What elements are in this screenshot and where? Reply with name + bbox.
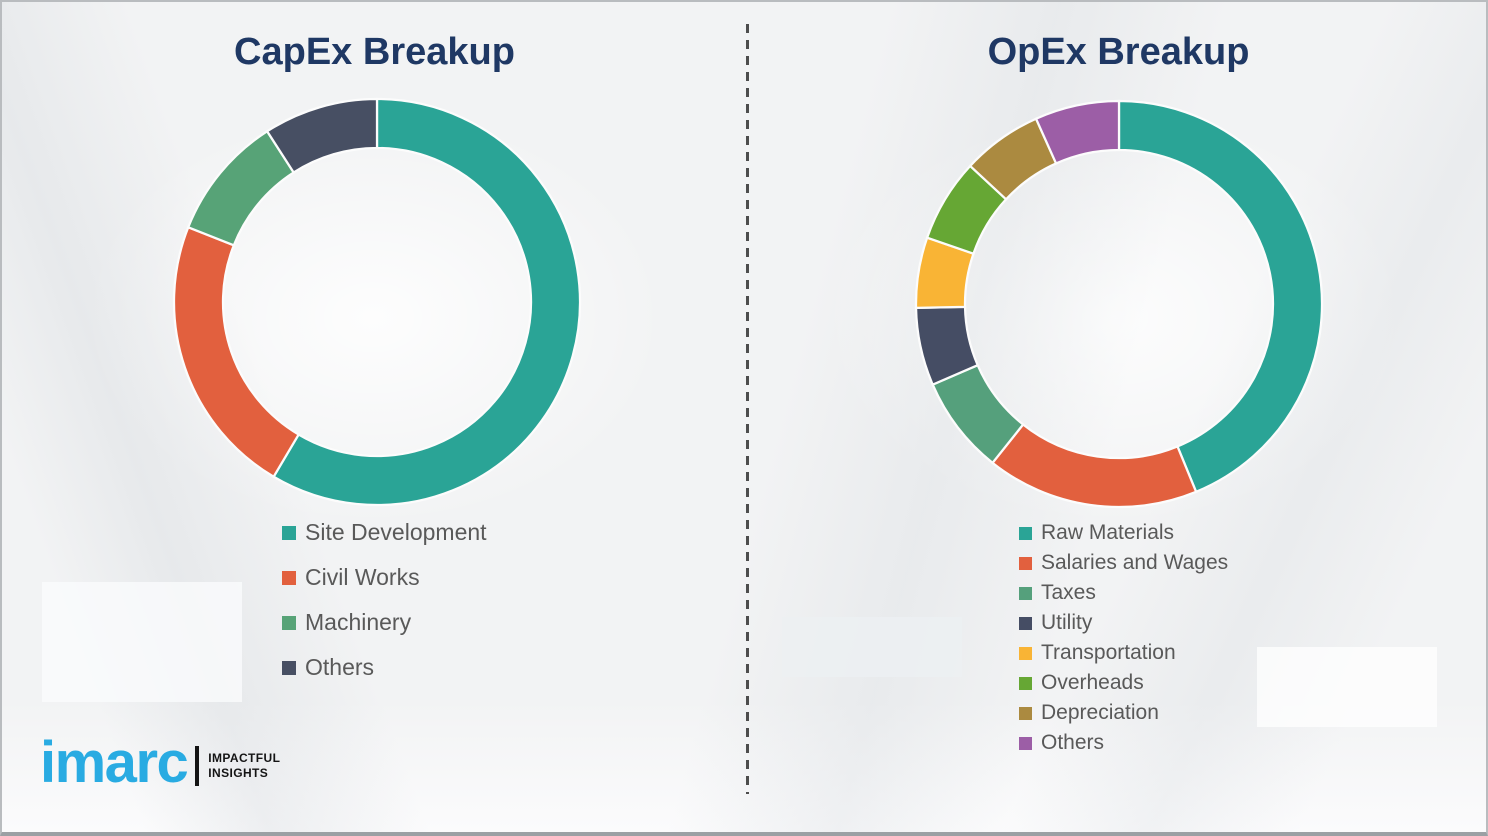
legend-label: Taxes (1041, 581, 1096, 604)
legend-swatch (1019, 706, 1032, 720)
capex-chart-title: CapEx Breakup (234, 31, 515, 73)
donut-segment-salaries-and-wages (990, 422, 1198, 509)
opex-legend: Raw Materials Salaries and Wages Taxes Util… (1019, 518, 1228, 758)
legend-swatch (1019, 676, 1032, 690)
legend-label: Raw Materials (1041, 521, 1175, 544)
legend-swatch (1019, 646, 1032, 660)
opex-chart-title: OpEx Breakup (987, 31, 1250, 73)
background-patch (782, 617, 962, 677)
donut-segment-civil-works (172, 225, 301, 479)
donut-segment-others (265, 97, 379, 175)
legend-item-taxes: Taxes (1019, 578, 1228, 608)
legend-swatch (282, 615, 296, 630)
capex-donut-chart (172, 97, 582, 507)
legend-label: Utility (1041, 611, 1093, 634)
legend-swatch (282, 570, 296, 585)
legend-swatch (1019, 736, 1032, 750)
donut-svg (172, 97, 582, 507)
imarc-logo: imarc IMPACTFUL INSIGHTS (40, 734, 280, 792)
legend-item-overheads: Overheads (1019, 668, 1228, 698)
logo-separator-bar (195, 746, 200, 786)
legend-swatch (1019, 526, 1032, 540)
imarc-tagline: IMPACTFUL INSIGHTS (208, 751, 280, 781)
capex-legend: Site Development Civil Works Machinery Othe… (282, 510, 487, 690)
legend-label: Depreciation (1041, 701, 1159, 724)
legend-label: Civil Works (305, 564, 420, 590)
legend-item-utility: Utility (1019, 608, 1228, 638)
legend-item-transportation: Transportation (1019, 638, 1228, 668)
opex-donut-chart (914, 99, 1324, 509)
donut-segment-raw-materials (1117, 99, 1324, 494)
legend-swatch (1019, 556, 1032, 570)
donut-segment-others (1034, 99, 1121, 165)
legend-item-depreciation: Depreciation (1019, 698, 1228, 728)
background-patch (42, 582, 242, 702)
imarc-wordmark: imarc (40, 730, 189, 795)
legend-item-others: Others (282, 645, 487, 690)
legend-item-raw-materials: Raw Materials (1019, 518, 1228, 548)
legend-label: Overheads (1041, 671, 1144, 694)
legend-item-salaries-and-wages: Salaries and Wages (1019, 548, 1228, 578)
tagline-line-2: INSIGHTS (208, 766, 269, 780)
legend-label: Salaries and Wages (1041, 551, 1229, 574)
legend-item-machinery: Machinery (282, 600, 487, 645)
tagline-line-1: IMPACTFUL (208, 751, 281, 765)
background-patch (1257, 647, 1437, 727)
legend-swatch (1019, 586, 1032, 600)
legend-swatch (282, 525, 296, 540)
donut-svg (914, 99, 1324, 509)
legend-swatch (282, 660, 296, 675)
legend-label: Others (1041, 731, 1105, 754)
legend-label: Others (305, 654, 375, 680)
legend-label: Transportation (1041, 641, 1176, 664)
legend-item-others: Others (1019, 728, 1228, 758)
dashed-divider-line (746, 24, 749, 794)
legend-label: Site Development (305, 519, 487, 545)
legend-label: Machinery (305, 609, 412, 635)
legend-swatch (1019, 616, 1032, 630)
legend-item-civil-works: Civil Works (282, 555, 487, 600)
donut-segment-site-development (272, 97, 582, 507)
legend-item-site-development: Site Development (282, 510, 487, 555)
